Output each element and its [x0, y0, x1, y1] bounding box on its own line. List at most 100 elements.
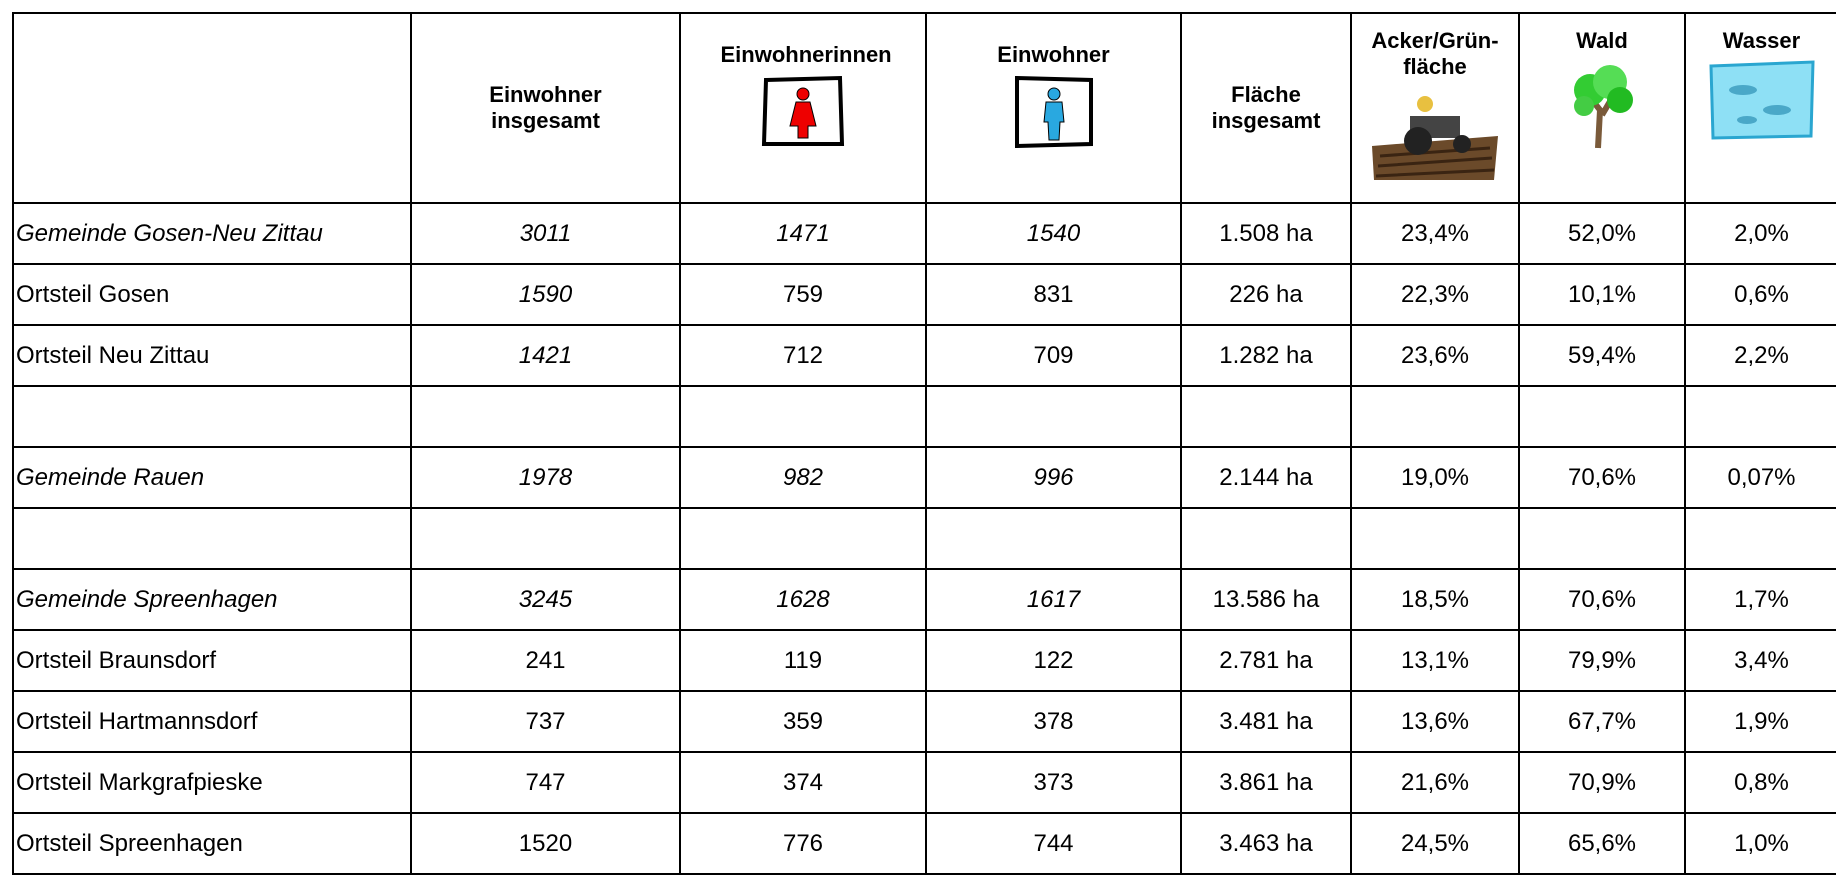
header-cell: Einwohner: [926, 13, 1181, 203]
header-cell: Einwohner insgesamt: [411, 13, 680, 203]
empty-cell: [680, 508, 926, 569]
table-cell: 226 ha: [1181, 264, 1351, 325]
table-row: [13, 386, 1836, 447]
header-content: Einwohnerinnen: [685, 14, 921, 202]
header-content: Fläche insgesamt: [1186, 28, 1346, 188]
table-cell: Ortsteil Markgrafpieske: [13, 752, 411, 813]
table-cell: 59,4%: [1519, 325, 1685, 386]
table-cell: 79,9%: [1519, 630, 1685, 691]
table-cell: 13,1%: [1351, 630, 1519, 691]
table-cell: 10,1%: [1519, 264, 1685, 325]
empty-cell: [680, 386, 926, 447]
table-cell: 1590: [411, 264, 680, 325]
table-cell: 996: [926, 447, 1181, 508]
header-label: Einwohner insgesamt: [463, 82, 628, 134]
table-cell: 1,7%: [1685, 569, 1836, 630]
table-cell: Ortsteil Gosen: [13, 264, 411, 325]
table-cell: 1978: [411, 447, 680, 508]
table-cell: Ortsteil Spreenhagen: [13, 813, 411, 874]
table-cell: 2.144 ha: [1181, 447, 1351, 508]
table-cell: 3,4%: [1685, 630, 1836, 691]
table-cell: 67,7%: [1519, 691, 1685, 752]
table-cell: 18,5%: [1351, 569, 1519, 630]
empty-cell: [13, 386, 411, 447]
table-cell: 374: [680, 752, 926, 813]
empty-cell: [926, 508, 1181, 569]
tree-icon: [1562, 60, 1642, 150]
table-cell: 1.282 ha: [1181, 325, 1351, 386]
table-cell: 1471: [680, 203, 926, 264]
table-cell: 0,6%: [1685, 264, 1836, 325]
water-icon: [1707, 60, 1817, 140]
table-cell: 70,6%: [1519, 447, 1685, 508]
table-cell: 1.508 ha: [1181, 203, 1351, 264]
table-cell: 759: [680, 264, 926, 325]
header-label: Einwohnerinnen: [721, 42, 886, 68]
tractor-icon: [1370, 86, 1500, 182]
table-cell: 1520: [411, 813, 680, 874]
empty-cell: [13, 508, 411, 569]
header-label: Wald: [1576, 28, 1628, 54]
header-cell: [13, 13, 411, 203]
table-cell: 373: [926, 752, 1181, 813]
table-cell: 122: [926, 630, 1181, 691]
table-cell: 3245: [411, 569, 680, 630]
table-cell: 23,6%: [1351, 325, 1519, 386]
table-cell: 13.586 ha: [1181, 569, 1351, 630]
header-cell: Wald: [1519, 13, 1685, 203]
table-cell: 776: [680, 813, 926, 874]
table-cell: 13,6%: [1351, 691, 1519, 752]
table-cell: 21,6%: [1351, 752, 1519, 813]
table-cell: 1421: [411, 325, 680, 386]
woman-icon: [760, 74, 846, 148]
table-cell: 831: [926, 264, 1181, 325]
empty-cell: [926, 386, 1181, 447]
table-cell: 19,0%: [1351, 447, 1519, 508]
empty-cell: [1351, 386, 1519, 447]
empty-cell: [1181, 508, 1351, 569]
table-cell: 1,9%: [1685, 691, 1836, 752]
table-cell: 3.463 ha: [1181, 813, 1351, 874]
header-cell: Acker/Grün-fläche: [1351, 13, 1519, 203]
table-cell: 70,9%: [1519, 752, 1685, 813]
table-cell: 119: [680, 630, 926, 691]
table-cell: 24,5%: [1351, 813, 1519, 874]
empty-cell: [1685, 386, 1836, 447]
table-cell: 0,07%: [1685, 447, 1836, 508]
page: Einwohner insgesamt Einwohnerinnen Einwohn…: [0, 0, 1836, 878]
statistics-table: Einwohner insgesamt Einwohnerinnen Einwohn…: [12, 12, 1836, 875]
table-cell: 0,8%: [1685, 752, 1836, 813]
header-cell: Wasser: [1685, 13, 1836, 203]
empty-cell: [1181, 386, 1351, 447]
table-cell: 1617: [926, 569, 1181, 630]
empty-cell: [411, 386, 680, 447]
empty-cell: [1351, 508, 1519, 569]
table-cell: 359: [680, 691, 926, 752]
table-cell: Gemeinde Rauen: [13, 447, 411, 508]
header-label: Fläche insgesamt: [1186, 82, 1346, 134]
table-cell: 3.861 ha: [1181, 752, 1351, 813]
table-cell: Ortsteil Hartmannsdorf: [13, 691, 411, 752]
table-cell: 709: [926, 325, 1181, 386]
table-cell: 2,2%: [1685, 325, 1836, 386]
table-cell: Gemeinde Spreenhagen: [13, 569, 411, 630]
table-cell: 1628: [680, 569, 926, 630]
header-content: Einwohner insgesamt: [416, 28, 675, 188]
man-icon: [1011, 74, 1097, 148]
table-cell: 70,6%: [1519, 569, 1685, 630]
table-cell: Gemeinde Gosen-Neu Zittau: [13, 203, 411, 264]
header-label: Einwohner: [997, 42, 1109, 68]
empty-cell: [411, 508, 680, 569]
table-container: Einwohner insgesamt Einwohnerinnen Einwohn…: [12, 12, 1836, 878]
empty-cell: [1519, 508, 1685, 569]
table-cell: 241: [411, 630, 680, 691]
table-cell: 3.481 ha: [1181, 691, 1351, 752]
header-content: Wasser: [1690, 28, 1833, 188]
